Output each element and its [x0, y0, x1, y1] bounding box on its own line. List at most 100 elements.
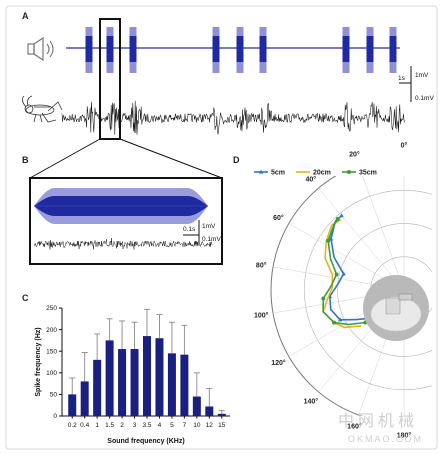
bar [217, 413, 226, 416]
polar-angle-label: 0° [401, 142, 408, 150]
y-tick-label: 250 [46, 305, 57, 312]
x-tick-label: 2 [120, 422, 124, 429]
bar [192, 396, 201, 416]
stimulus-burst-inner [389, 36, 397, 62]
bar [143, 336, 151, 416]
polar-angle-label: 160° [347, 423, 362, 431]
stimulus-burst-inner [212, 36, 220, 62]
bar [130, 349, 139, 416]
bar [68, 394, 77, 416]
polar-angle-label: 120° [271, 359, 286, 367]
legend-label-20cm: 20cm [313, 170, 331, 177]
polar-spoke [318, 187, 405, 291]
y-tick-label: 200 [46, 327, 57, 334]
x-tick-label: 7 [183, 422, 187, 429]
series-line-5cm [329, 215, 371, 321]
bar [155, 338, 164, 416]
panel-c-letter: C [22, 293, 29, 303]
series-marker-5cm [339, 213, 344, 218]
x-tick-label: 4 [158, 422, 162, 429]
bar [118, 349, 127, 416]
series-marker-5cm [328, 236, 334, 241]
speaker-icon [27, 36, 54, 62]
panel-b-scalebar: 0.1s 1mV 0.1mV [183, 220, 221, 244]
stimulus-burst-inner [106, 36, 114, 62]
stimulus-burst-inner [366, 36, 374, 62]
y-tick-label: 0 [53, 413, 57, 420]
stimulus-burst-inner [259, 36, 267, 62]
polar-angle-label: 40° [306, 175, 317, 183]
y-tick-label: 100 [46, 370, 57, 377]
panel-b-scale-time: 0.1s [183, 226, 196, 233]
bar [105, 340, 114, 416]
series-marker-5cm [337, 317, 343, 322]
bar [180, 354, 189, 416]
polar-legend: 5cm 20cm 35cm [254, 170, 377, 177]
polar-angle-label: 100° [254, 312, 269, 320]
x-tick-label: 1.5 [105, 422, 114, 429]
neural-trace-b [33, 238, 213, 250]
legend-marker-5cm [258, 169, 264, 174]
device-photo [363, 275, 429, 341]
x-tick-label: 15 [218, 422, 226, 429]
stimulus-burst-inner [342, 36, 350, 62]
x-tick-label: 3 [133, 422, 137, 429]
x-axis-title: Sound frequency (KHz) [107, 438, 184, 445]
y-axis-title: Spike frequency (Hz) [35, 327, 42, 396]
series-line-20cm [322, 219, 362, 329]
bar [93, 359, 102, 416]
device-arm [398, 293, 413, 301]
zoom-line-right [119, 138, 223, 179]
series-marker-35cm [321, 296, 326, 301]
stimulus-burst-inner [236, 36, 244, 62]
polar-spoke [362, 176, 405, 291]
bar-chart: 0 50 100 150 200 250 0.2 0.4 1 1.5 2 3 3.5 4 5 7 10 12 15 S… [35, 305, 230, 445]
x-tick-label: 1 [95, 422, 99, 429]
cricket-icon [22, 95, 63, 123]
panel-b-letter: B [22, 155, 29, 165]
legend-label-5cm: 5cm [271, 170, 285, 177]
neural-trace-a [61, 100, 405, 135]
watermark-cn: 中网机械 [338, 411, 418, 430]
x-tick-label: 0.4 [80, 422, 89, 429]
panel-a-scale-time: 1s [398, 75, 406, 82]
polar-angle-label: 180° [397, 431, 412, 439]
polar-angle-label: 80° [256, 261, 267, 269]
device-block [385, 297, 401, 315]
bar [80, 381, 89, 416]
bar [167, 353, 176, 416]
x-tick-label: 12 [206, 422, 214, 429]
x-tick-label: 0.2 [68, 422, 77, 429]
panel-a-letter: A [22, 11, 29, 21]
panel-a-scalebar: 1s 1mV 0.1mV [398, 66, 434, 102]
panel-a-scale-top: 1mV [415, 72, 429, 79]
polar-angle-label: 60° [273, 214, 284, 222]
zoom-line-left [29, 138, 101, 179]
x-tick-label: 3.5 [142, 422, 151, 429]
y-tick-label: 150 [46, 348, 57, 355]
series-marker-35cm [326, 238, 331, 243]
y-tick-label: 50 [50, 392, 58, 399]
series-marker-35cm [335, 216, 340, 221]
series-marker-35cm [332, 320, 337, 325]
x-tick-label: 10 [193, 422, 201, 429]
bar [205, 406, 214, 416]
watermark-en: OKMAO.COM [348, 434, 423, 444]
legend-marker-35cm [347, 170, 351, 174]
series-marker-5cm [341, 271, 346, 276]
polar-angle-label: 140° [304, 398, 319, 406]
panel-b-scale-bottom: 0.1mV [202, 236, 221, 243]
stimulus-burst-inner [85, 36, 93, 62]
panel-b-box [29, 177, 223, 265]
panel-a-scale-bottom: 0.1mV [415, 95, 434, 102]
panel-b-scale-top: 1mV [202, 223, 216, 230]
x-tick-label: 5 [170, 422, 174, 429]
stimulus-bursts [85, 27, 397, 73]
polar-chart: 0° 20° 40° 60° 80° 100° 120° 140° 160° 180° 5cm 20c… [254, 142, 432, 439]
series-line-35cm [322, 218, 366, 326]
polar-angle-label: 20° [349, 150, 360, 158]
series-marker-35cm [334, 272, 339, 277]
selection-box [99, 18, 121, 140]
legend-label-35cm: 35cm [359, 170, 377, 177]
